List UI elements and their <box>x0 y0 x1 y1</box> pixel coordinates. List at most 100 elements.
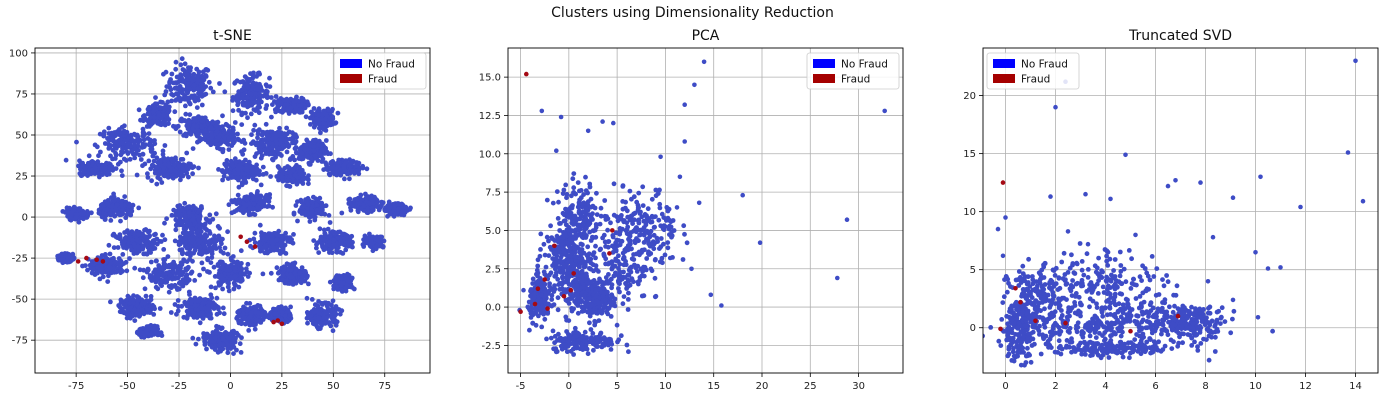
no-fraud-point <box>292 99 298 105</box>
no-fraud-point <box>111 194 117 200</box>
no-fraud-point <box>176 79 182 85</box>
no-fraud-point <box>287 157 293 163</box>
no-fraud-point <box>147 275 153 281</box>
no-fraud-point <box>88 265 94 270</box>
no-fraud-point <box>311 194 316 200</box>
no-fraud-point <box>112 259 118 264</box>
no-fraud-point <box>241 86 247 92</box>
no-fraud-point <box>259 153 265 159</box>
no-fraud-point <box>235 171 241 176</box>
no-fraud-point <box>195 73 201 78</box>
no-fraud-point <box>210 89 216 95</box>
no-fraud-point <box>244 99 250 105</box>
no-fraud-point <box>234 97 240 102</box>
no-fraud-point <box>262 233 267 239</box>
no-fraud-point <box>226 147 232 153</box>
no-fraud-point <box>238 79 243 85</box>
no-fraud-point <box>128 132 134 138</box>
no-fraud-point <box>272 107 278 113</box>
no-fraud-point <box>182 214 188 219</box>
no-fraud-point <box>316 250 322 256</box>
no-fraud-point <box>330 229 335 235</box>
no-fraud-point <box>209 255 215 260</box>
no-fraud-point <box>307 219 313 224</box>
no-fraud-point <box>222 245 228 251</box>
no-fraud-point <box>280 178 286 184</box>
no-fraud-point <box>160 100 165 105</box>
no-fraud-point <box>243 202 249 208</box>
no-fraud-point <box>300 181 306 186</box>
no-fraud-point <box>279 234 285 240</box>
no-fraud-point <box>254 162 259 168</box>
no-fraud-point <box>109 204 115 209</box>
no-fraud-point <box>209 132 214 138</box>
y-tick-label: 25 <box>15 172 28 183</box>
no-fraud-point <box>260 164 266 170</box>
no-fraud-point <box>309 110 315 116</box>
no-fraud-point <box>122 194 128 200</box>
no-fraud-point <box>329 108 335 114</box>
no-fraud-point <box>303 114 309 120</box>
no-fraud-point <box>81 211 86 217</box>
x-tick-label: -50 <box>119 381 135 392</box>
no-fraud-point <box>286 183 292 189</box>
y-tick-label: 100 <box>9 48 28 59</box>
no-fraud-point <box>192 243 198 248</box>
no-fraud-point <box>263 171 269 176</box>
no-fraud-point <box>173 227 179 233</box>
no-fraud-point <box>260 271 266 277</box>
no-fraud-point <box>179 282 184 287</box>
no-fraud-point <box>151 238 157 243</box>
scatter-points <box>55 56 413 356</box>
no-fraud-point <box>145 136 151 141</box>
no-fraud-point <box>159 283 165 289</box>
no-fraud-point <box>110 232 116 238</box>
no-fraud-point <box>218 248 224 254</box>
no-fraud-point <box>142 251 148 257</box>
no-fraud-point <box>113 152 119 158</box>
no-fraud-point <box>346 243 351 249</box>
no-fraud-point <box>174 97 180 102</box>
no-fraud-point <box>321 109 327 114</box>
no-fraud-point <box>239 180 245 186</box>
no-fraud-point <box>263 106 269 111</box>
no-fraud-point <box>165 276 171 282</box>
no-fraud-point <box>162 122 168 128</box>
no-fraud-point <box>235 192 241 198</box>
no-fraud-point <box>311 148 317 154</box>
x-tick-label: -25 <box>171 381 187 392</box>
no-fraud-point <box>220 149 226 155</box>
no-fraud-point <box>224 122 230 128</box>
no-fraud-point <box>290 179 296 185</box>
no-fraud-point <box>115 161 121 167</box>
no-fraud-point <box>249 132 254 138</box>
no-fraud-point <box>119 202 124 208</box>
no-fraud-point <box>251 201 257 207</box>
no-fraud-point <box>96 210 102 216</box>
no-fraud-point <box>152 170 158 176</box>
no-fraud-point <box>167 79 173 85</box>
y-tick-label: 0 <box>22 213 28 224</box>
no-fraud-point <box>196 69 202 75</box>
no-fraud-point <box>309 208 315 213</box>
no-fraud-point <box>120 145 125 151</box>
no-fraud-point <box>185 90 191 96</box>
no-fraud-point <box>238 248 244 254</box>
no-fraud-point <box>142 234 148 240</box>
no-fraud-point <box>92 142 98 148</box>
no-fraud-point <box>251 206 256 212</box>
no-fraud-point <box>186 81 192 87</box>
no-fraud-point <box>146 120 152 125</box>
no-fraud-point <box>251 127 256 133</box>
no-fraud-point <box>348 207 354 213</box>
no-fraud-point <box>152 138 157 143</box>
no-fraud-point <box>250 82 255 88</box>
no-fraud-point <box>258 182 264 188</box>
no-fraud-point <box>246 212 252 218</box>
no-fraud-point <box>187 101 193 107</box>
no-fraud-point <box>100 172 105 178</box>
no-fraud-point <box>269 237 275 243</box>
no-fraud-point <box>319 208 325 214</box>
no-fraud-point <box>172 168 178 174</box>
no-fraud-point <box>154 164 160 170</box>
